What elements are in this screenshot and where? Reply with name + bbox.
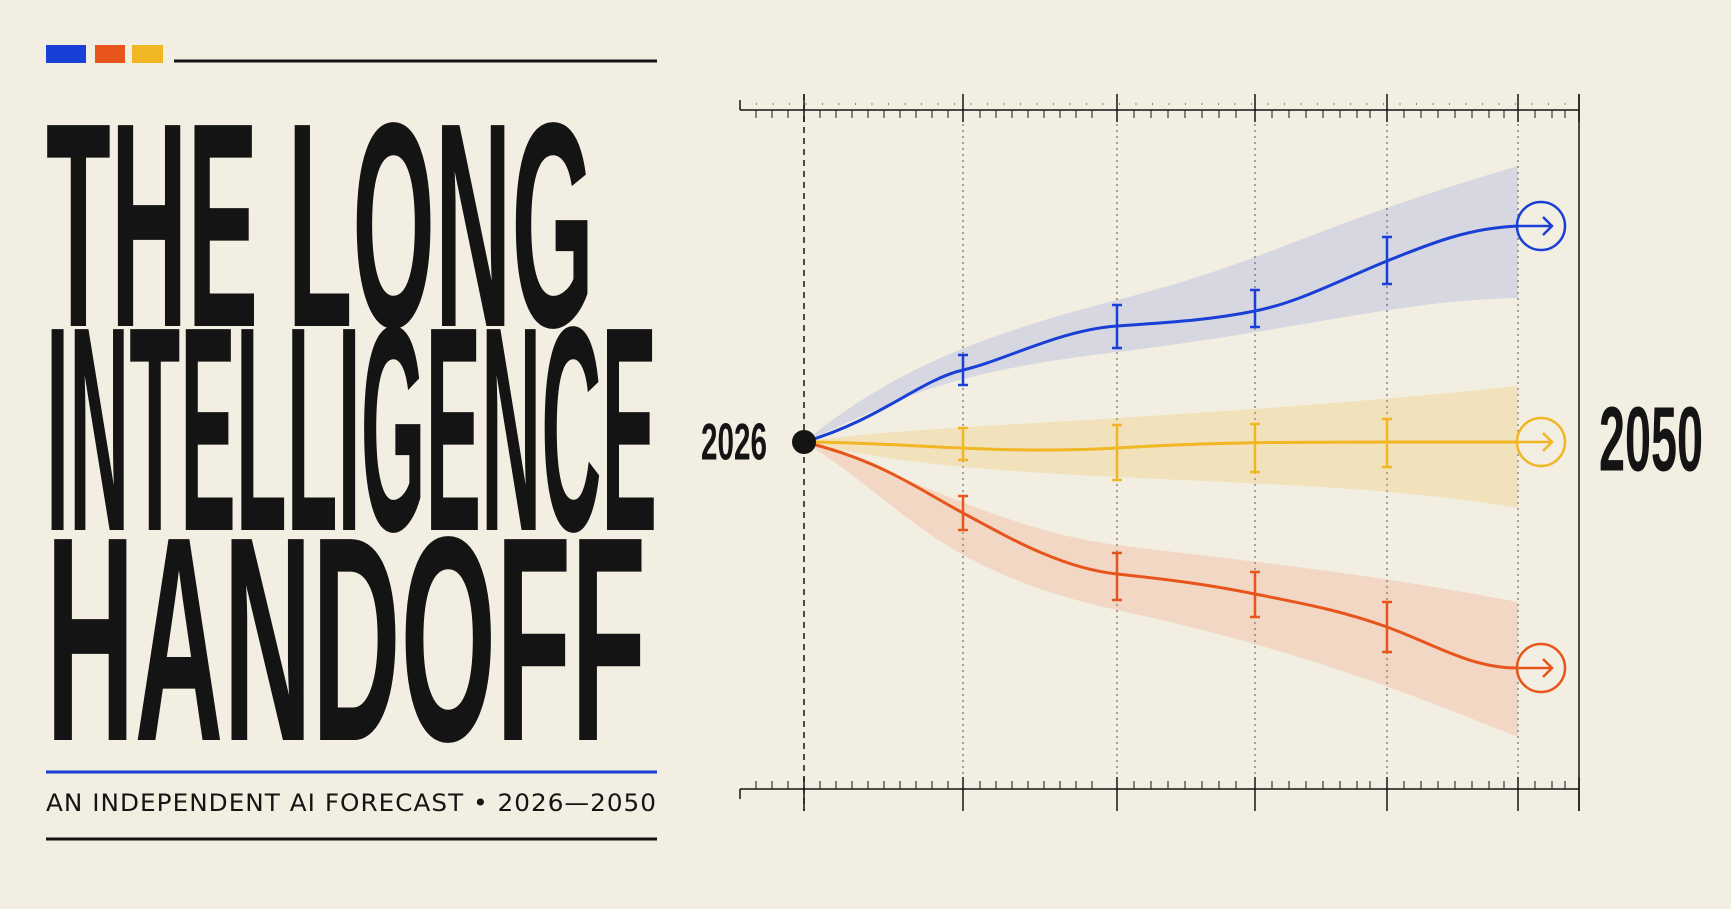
subtitle: AN INDEPENDENT AI FORECAST • 2026—2050 xyxy=(46,789,657,817)
swatch-orange xyxy=(95,45,125,63)
error-bars xyxy=(958,235,1392,654)
end-year: 2050 xyxy=(1599,388,1703,490)
arrow-orange xyxy=(1518,658,1554,678)
band-blue xyxy=(804,166,1518,442)
trajectory-orange xyxy=(803,440,1519,670)
arrow-yellow xyxy=(1518,432,1554,452)
end-arrows xyxy=(1515,200,1567,694)
arrow-blue xyxy=(1518,216,1554,236)
arrow-circle-yellow xyxy=(1515,416,1567,468)
swatch-blue xyxy=(46,45,86,63)
trajectory-blue xyxy=(803,224,1519,444)
title-line: THE LONG xyxy=(46,62,594,388)
trajectories xyxy=(803,224,1519,670)
origin-dot xyxy=(792,430,816,454)
major-ticks xyxy=(739,94,1580,811)
minor-ticks-bottom xyxy=(755,110,1566,789)
start-year: 2026 xyxy=(701,414,767,472)
timeline xyxy=(739,94,1580,811)
trajectory-yellow xyxy=(803,440,1519,452)
title-line: INTELLIGENCE xyxy=(46,266,657,592)
arrow-circle-blue xyxy=(1515,200,1567,252)
title-line: HANDOFF xyxy=(46,476,646,802)
band-orange xyxy=(804,442,1518,737)
arrow-circle-orange xyxy=(1515,642,1567,694)
swatch-yellow xyxy=(132,45,163,63)
